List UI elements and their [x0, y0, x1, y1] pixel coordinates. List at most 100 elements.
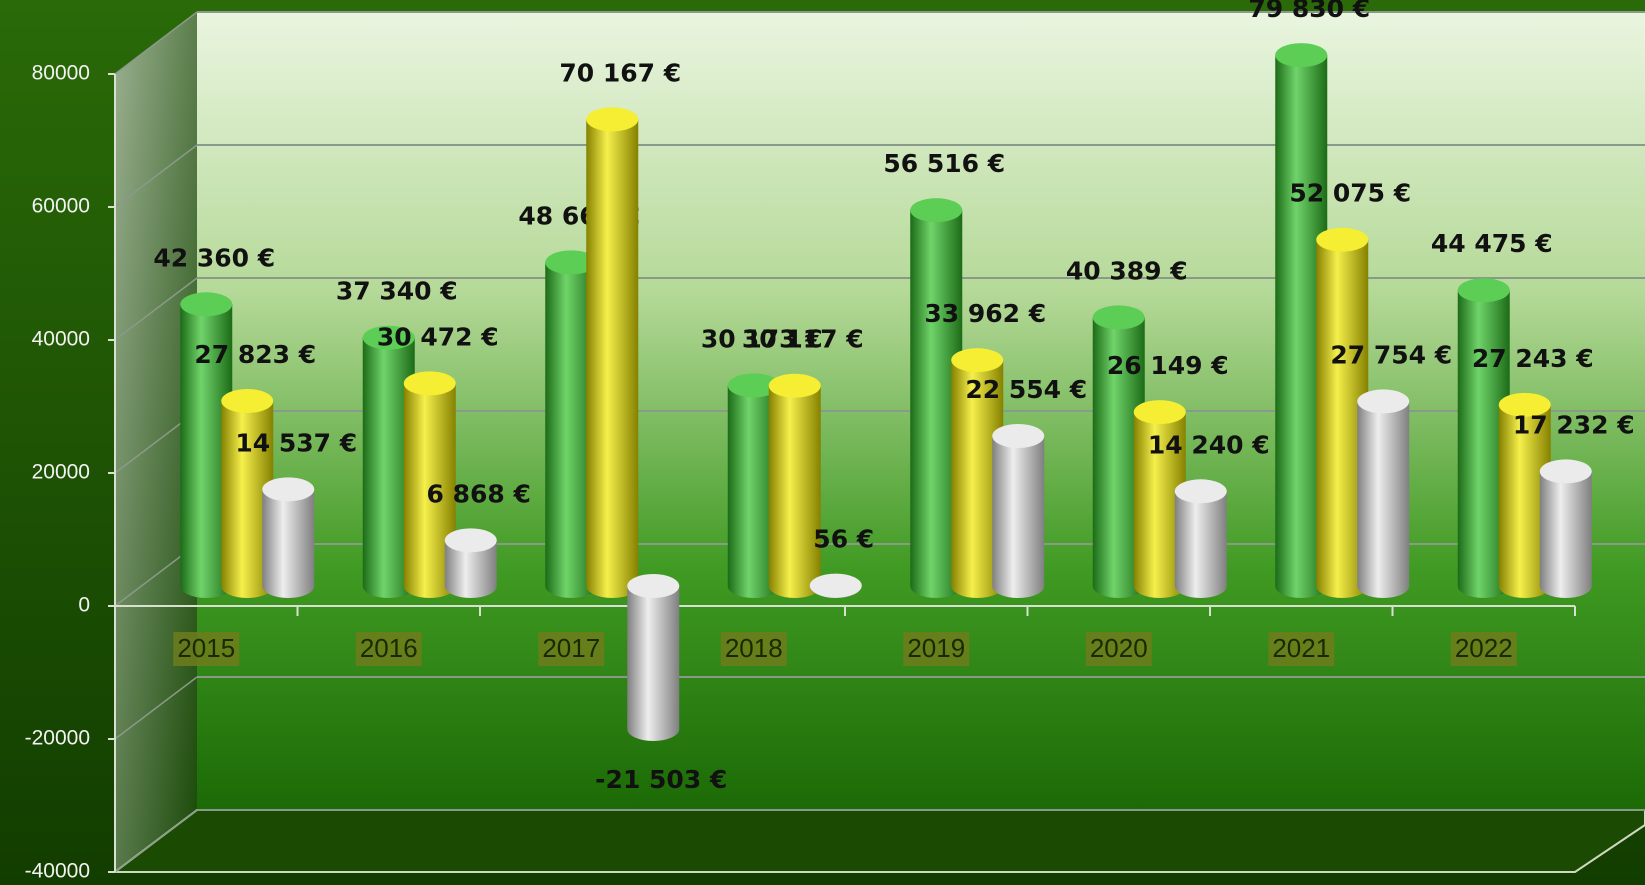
value-label: 52 075 € [1289, 179, 1411, 208]
x-tick-label: 2016 [360, 633, 418, 663]
value-label: 6 868 € [427, 479, 531, 508]
grid-line [114, 809, 198, 873]
grid-line [114, 277, 198, 341]
value-label: 14 537 € [235, 428, 357, 457]
x-tick-label: 2021 [1272, 633, 1330, 663]
y-tick-label: 40000 [32, 328, 90, 351]
value-label: 27 823 € [194, 340, 316, 369]
bar [1457, 290, 1510, 598]
value-label: 22 554 € [965, 375, 1087, 404]
bar [586, 119, 639, 598]
bar [262, 489, 315, 598]
x-tick-label: 2018 [725, 633, 783, 663]
bar-top [403, 371, 456, 396]
bar-top [627, 574, 680, 598]
bar [1357, 401, 1410, 598]
bar [1092, 317, 1145, 598]
bar-top [221, 388, 274, 413]
bar-top [1539, 459, 1592, 484]
bar-top [1275, 43, 1328, 68]
x-tick-label: 2017 [542, 633, 600, 663]
category-box [173, 632, 240, 666]
category-box [720, 632, 787, 666]
category-box [1268, 632, 1335, 666]
bar [1316, 239, 1369, 599]
x-tick-label: 2020 [1090, 633, 1148, 663]
category-box [903, 632, 970, 666]
bar [992, 436, 1045, 598]
value-label: 56 € [813, 525, 874, 554]
bar [1275, 55, 1328, 599]
x-tick-label: 2015 [177, 633, 235, 663]
bar-top [444, 528, 497, 553]
y-tick-label: 60000 [32, 195, 90, 218]
y-tick-label: -40000 [25, 860, 90, 883]
bar-top [809, 573, 862, 598]
y-tick-label: 80000 [32, 62, 90, 85]
x-tick-label: 2019 [907, 633, 965, 663]
bar [727, 385, 780, 598]
bar-top [545, 250, 598, 275]
bar [1539, 471, 1592, 598]
value-label: 70 167 € [559, 58, 681, 87]
bar [951, 360, 1004, 598]
bar-top [262, 477, 315, 502]
bar [221, 400, 274, 598]
bar-top [910, 198, 963, 223]
floor [112, 809, 1645, 873]
bar [627, 586, 680, 741]
bar-top [727, 373, 780, 398]
grid-line [114, 676, 198, 740]
value-label: 27 243 € [1472, 344, 1594, 373]
bar-top [1316, 227, 1369, 252]
y-tick-label: 20000 [32, 461, 90, 484]
bar-top [992, 424, 1045, 449]
value-label: 79 830 € [1248, 0, 1370, 23]
y-tick-label: -20000 [25, 727, 90, 750]
bar [362, 337, 415, 598]
bar [910, 210, 963, 599]
bar-top [362, 325, 415, 350]
bar [1133, 412, 1186, 598]
category-box [538, 632, 605, 666]
bar-top [1357, 389, 1410, 414]
value-label: 40 389 € [1066, 256, 1188, 285]
bar [180, 304, 233, 598]
bar-top [1133, 400, 1186, 425]
bar-top [1174, 479, 1227, 504]
value-label: 30 472 € [377, 322, 499, 351]
value-label: 30 117 € [742, 325, 864, 354]
bar-top [586, 107, 639, 132]
category-box [1085, 632, 1152, 666]
category-box [355, 632, 422, 666]
bar-top [1498, 392, 1551, 417]
bar-top [951, 348, 1004, 373]
category-box [1450, 632, 1517, 666]
bar-top [1092, 305, 1145, 330]
value-label: -21 503 € [595, 765, 727, 794]
x-tick-label: 2022 [1455, 633, 1513, 663]
value-label: 42 360 € [153, 243, 275, 272]
value-label: 14 240 € [1148, 430, 1270, 459]
bar [768, 385, 821, 598]
bar-top [180, 292, 233, 317]
value-label: 30 173 € [701, 324, 823, 353]
bar [1498, 404, 1551, 598]
bar [444, 540, 497, 598]
bar-top [768, 373, 821, 398]
bar [403, 383, 456, 598]
value-label: 37 340 € [336, 277, 458, 306]
grid-line [114, 11, 198, 75]
value-label: 33 962 € [924, 299, 1046, 328]
bar [545, 262, 598, 598]
bar-top [1457, 278, 1510, 303]
grid-line [114, 144, 198, 208]
bar [1174, 491, 1227, 598]
value-label: 56 516 € [883, 149, 1005, 178]
value-label: 44 475 € [1431, 229, 1553, 258]
y-tick-label: 0 [78, 594, 90, 617]
value-label: 27 754 € [1330, 340, 1452, 369]
value-label: 26 149 € [1107, 351, 1229, 380]
value-label: 17 232 € [1513, 410, 1635, 439]
